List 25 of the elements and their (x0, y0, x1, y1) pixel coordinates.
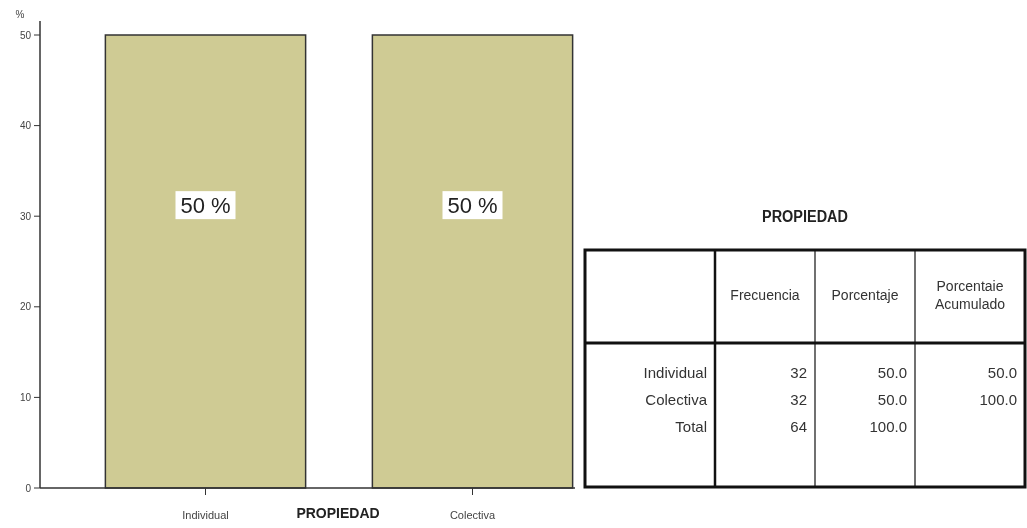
text: 50.0 (877, 391, 907, 408)
text: Porcentaie Acumulado (934, 278, 1006, 312)
y-tick-label: 30 (19, 210, 32, 222)
text: 32 (790, 364, 807, 381)
text: Total (675, 418, 707, 435)
text: Colectiva (645, 391, 708, 408)
y-tick-label: 10 (19, 391, 32, 403)
text: Frecuencia (730, 287, 800, 303)
y-tick-label: 40 (19, 120, 32, 132)
y-tick-label: 20 (19, 301, 32, 313)
text: 100.0 (979, 391, 1017, 408)
data-label: 50 % (447, 193, 498, 219)
text: 50.0 (987, 364, 1017, 381)
data-label: 50 % (180, 193, 231, 219)
text: 64 (790, 418, 807, 435)
text: 32 (790, 391, 807, 408)
text: PROPIEDAD (762, 206, 848, 226)
y-tick-label: 50 (19, 29, 32, 41)
text: 100.0 (869, 418, 907, 435)
text: 50.0 (877, 364, 907, 381)
text: Individual (643, 364, 707, 381)
x-axis-title: PROPIEDAD (296, 505, 380, 521)
y-axis-title: % (15, 9, 25, 20)
text: Porcentaje (831, 287, 899, 303)
y-tick-label: 0 (25, 482, 32, 494)
